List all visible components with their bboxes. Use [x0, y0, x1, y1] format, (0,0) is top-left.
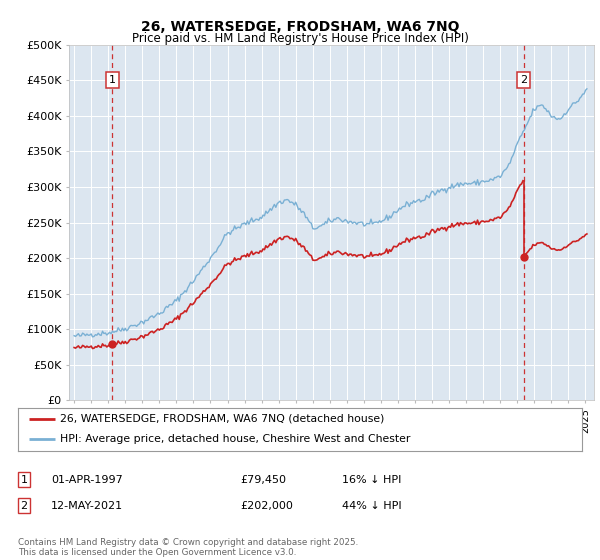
Text: 12-MAY-2021: 12-MAY-2021 [51, 501, 123, 511]
Text: Contains HM Land Registry data © Crown copyright and database right 2025.
This d: Contains HM Land Registry data © Crown c… [18, 538, 358, 557]
Text: Price paid vs. HM Land Registry's House Price Index (HPI): Price paid vs. HM Land Registry's House … [131, 32, 469, 45]
Text: £79,450: £79,450 [240, 475, 286, 485]
Text: 26, WATERSEDGE, FRODSHAM, WA6 7NQ (detached house): 26, WATERSEDGE, FRODSHAM, WA6 7NQ (detac… [60, 414, 385, 424]
Text: 16% ↓ HPI: 16% ↓ HPI [342, 475, 401, 485]
Text: 2: 2 [520, 76, 527, 85]
Text: 01-APR-1997: 01-APR-1997 [51, 475, 123, 485]
Text: 1: 1 [20, 475, 28, 485]
Text: HPI: Average price, detached house, Cheshire West and Chester: HPI: Average price, detached house, Ches… [60, 434, 410, 444]
Text: 44% ↓ HPI: 44% ↓ HPI [342, 501, 401, 511]
Text: 1: 1 [109, 76, 116, 85]
Text: £202,000: £202,000 [240, 501, 293, 511]
Text: 26, WATERSEDGE, FRODSHAM, WA6 7NQ: 26, WATERSEDGE, FRODSHAM, WA6 7NQ [141, 20, 459, 34]
Text: 2: 2 [20, 501, 28, 511]
